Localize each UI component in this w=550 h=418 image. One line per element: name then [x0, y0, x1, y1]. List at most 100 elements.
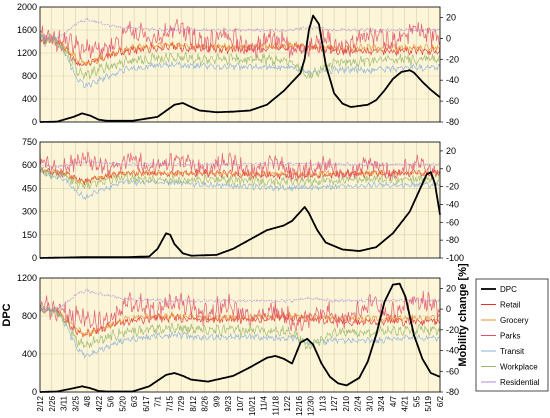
y-tick-label-right: -20 [446, 325, 459, 335]
x-tick-label: 3/25 [71, 395, 80, 411]
y-axis-title-left: DPC [1, 303, 13, 326]
x-tick-label: 6/3 [130, 395, 139, 407]
series-line-retail [39, 305, 441, 338]
y-tick-label-left: 1600 [17, 25, 37, 35]
series-line-workplace [39, 166, 440, 191]
y-tick-label-right: -60 [446, 96, 459, 106]
y-tick-label-right: -20 [446, 182, 459, 192]
x-tick-label: 2/24 [354, 395, 363, 411]
series-line-transit [39, 170, 441, 201]
x-tick-label: 2/12 [36, 395, 45, 411]
plot-frame [39, 6, 441, 123]
y-tick-label-right: -80 [446, 235, 459, 245]
series-line-transit [39, 33, 441, 89]
y-tick-label-right: -20 [446, 54, 459, 64]
y-tick-label-right: 0 [446, 304, 451, 314]
series-line-workplace [39, 305, 441, 351]
y-tick-label-left: 800 [22, 71, 37, 81]
x-tick-label: 10/7 [236, 395, 245, 411]
y-tick-label-right: 20 [446, 12, 456, 22]
x-tick-label: 11/18 [271, 395, 280, 415]
x-tick-label: 3/11 [60, 395, 69, 411]
y-tick-label-right: 20 [446, 283, 456, 293]
legend: DPC Retail Grocery Parks Transit Workplace Res… [475, 278, 549, 392]
y-tick-label-right: 0 [446, 164, 451, 174]
chart-panel-middle: 0 150 300 450 600 750 -100 -80 -60 -40 -20 0 20 [22, 137, 464, 263]
y-axis-title-right: Mobility change [%] [457, 263, 469, 367]
series-line-grocery [39, 168, 441, 186]
x-tick-label: 1/27 [330, 395, 339, 411]
series-line-dpc [39, 14, 441, 123]
x-tick-label: 4/7 [389, 395, 398, 407]
x-tick-label: 2/26 [48, 395, 57, 411]
legend-label-workplace: Workplace [500, 363, 538, 372]
chart-panel-top: 0 400 800 1200 1600 2000 -80 -60 -40 -20 0 20 [17, 2, 459, 127]
x-tick-label: 7/29 [177, 395, 186, 411]
x-tick-label: 2/10 [342, 395, 351, 411]
x-tick-label: 10/21 [248, 395, 257, 416]
y-tick-label-left: 800 [22, 311, 37, 321]
y-tick-label-left: 0 [32, 117, 37, 127]
x-tick-label: 4/22 [95, 395, 104, 411]
y-tick-label-right: -40 [446, 346, 459, 356]
series-line-parks [39, 18, 441, 60]
series-line-workplace [39, 33, 441, 80]
x-tick-label: 1/13 [318, 395, 327, 411]
legend-label-parks: Parks [500, 332, 520, 341]
legend-label-grocery: Grocery [500, 316, 528, 325]
y-tick-label-right: -60 [446, 217, 459, 227]
x-tick-label: 12/2 [283, 395, 292, 411]
y-tick-label-left: 300 [22, 207, 37, 217]
x-tick-label: 11/4 [260, 395, 269, 411]
x-tick-label: 4/8 [83, 395, 92, 407]
plot-frame [39, 277, 441, 393]
series-line-parks [39, 290, 441, 332]
y-tick-label-left: 1200 [17, 273, 37, 283]
y-tick-label-right: 0 [446, 33, 451, 43]
y-tick-label-left: 400 [22, 349, 37, 359]
y-tick-label-right: -100 [446, 253, 464, 263]
x-tick-label: 7/15 [165, 395, 174, 411]
series-line-residential [39, 160, 441, 169]
y-tick-label-right: -40 [446, 199, 459, 209]
x-tick-label: 12/16 [295, 395, 304, 416]
x-tick-label: 6/17 [142, 395, 151, 411]
y-tick-label-right: -60 [446, 366, 459, 376]
series-line-residential [39, 288, 441, 312]
y-tick-label-right: -80 [446, 387, 459, 397]
y-tick-label-left: 150 [22, 230, 37, 240]
series-line-dpc [39, 282, 441, 393]
x-tick-label: 9/9 [212, 395, 221, 407]
x-tick-label: 9/23 [224, 395, 233, 411]
chart-panel-bottom: 0 400 800 1200 -80 -60 -40 -20 0 20 DPC Mobility ch… [1, 263, 469, 397]
y-tick-label-left: 0 [32, 253, 37, 263]
y-tick-label-right: 20 [446, 146, 456, 156]
x-tick-label: 5/6 [107, 395, 116, 407]
x-tick-label: 7/1 [154, 395, 163, 407]
y-tick-label-left: 750 [22, 137, 37, 147]
y-tick-label-left: 600 [22, 160, 37, 170]
series-line-grocery [39, 36, 441, 66]
series-line-grocery [39, 306, 441, 338]
x-tick-label: 12/30 [307, 395, 316, 416]
x-tick-label: 6/2 [436, 395, 445, 407]
x-tick-label: 4/21 [401, 395, 410, 411]
series-line-dpc [39, 171, 441, 259]
legend-label-dpc: DPC [500, 285, 517, 294]
y-tick-label-left: 0 [32, 387, 37, 397]
x-tick-label: 8/12 [189, 395, 198, 411]
x-tick-label: 8/26 [201, 395, 210, 411]
x-tick-label: 5/20 [118, 395, 127, 411]
y-tick-label-left: 1200 [17, 48, 37, 58]
x-tick-label: 5/5 [412, 395, 421, 407]
x-tick-label: 3/24 [377, 395, 386, 411]
x-tick-label: 3/10 [365, 395, 374, 411]
y-tick-label-left: 2000 [17, 2, 37, 12]
plot-frame [39, 141, 441, 259]
y-tick-label-right: -40 [446, 75, 459, 85]
legend-label-retail: Retail [500, 301, 521, 310]
y-tick-label-left: 400 [22, 94, 37, 104]
y-tick-label-left: 450 [22, 183, 37, 193]
y-tick-label-right: -80 [446, 117, 459, 127]
